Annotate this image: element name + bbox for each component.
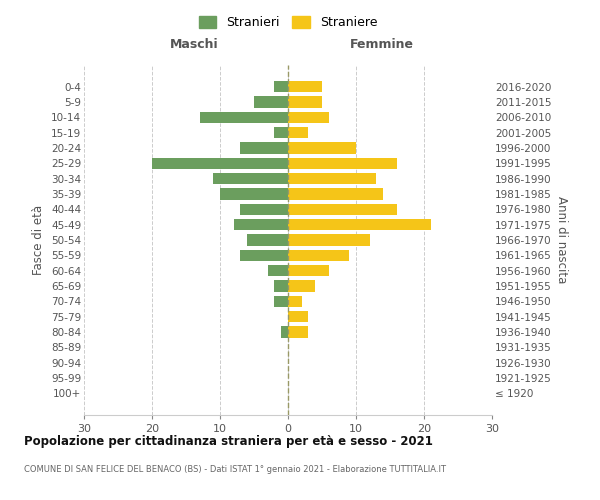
Bar (288, 265, 329, 276)
Bar (288, 326, 308, 338)
Bar (274, 81, 288, 92)
Bar (288, 173, 376, 184)
Bar (241, 204, 288, 215)
Text: COMUNE DI SAN FELICE DEL BENACO (BS) - Dati ISTAT 1° gennaio 2021 - Elaborazione: COMUNE DI SAN FELICE DEL BENACO (BS) - D… (24, 465, 446, 474)
Bar (274, 296, 288, 307)
Bar (241, 142, 288, 154)
Bar (288, 280, 315, 292)
Bar (288, 158, 397, 169)
Bar (241, 250, 288, 261)
Bar (288, 296, 302, 307)
Bar (152, 158, 288, 169)
Bar (288, 142, 356, 154)
Bar (233, 219, 288, 230)
Bar (213, 173, 288, 184)
Bar (200, 112, 288, 123)
Bar (254, 96, 288, 108)
Bar (288, 311, 308, 322)
Bar (288, 250, 349, 261)
Text: Maschi: Maschi (170, 38, 218, 51)
Bar (288, 112, 329, 123)
Y-axis label: Anni di nascita: Anni di nascita (555, 196, 568, 284)
Bar (274, 280, 288, 292)
Text: Popolazione per cittadinanza straniera per età e sesso - 2021: Popolazione per cittadinanza straniera p… (24, 435, 433, 448)
Bar (281, 326, 288, 338)
Bar (288, 204, 397, 215)
Bar (288, 234, 370, 246)
Bar (274, 127, 288, 138)
Bar (247, 234, 288, 246)
Text: Femmine: Femmine (350, 38, 414, 51)
Bar (288, 188, 383, 200)
Bar (288, 81, 322, 92)
Bar (288, 96, 322, 108)
Bar (288, 127, 308, 138)
Bar (268, 265, 288, 276)
Bar (288, 219, 431, 230)
Y-axis label: Fasce di età: Fasce di età (32, 205, 46, 275)
Legend: Stranieri, Straniere: Stranieri, Straniere (194, 11, 382, 34)
Bar (220, 188, 288, 200)
